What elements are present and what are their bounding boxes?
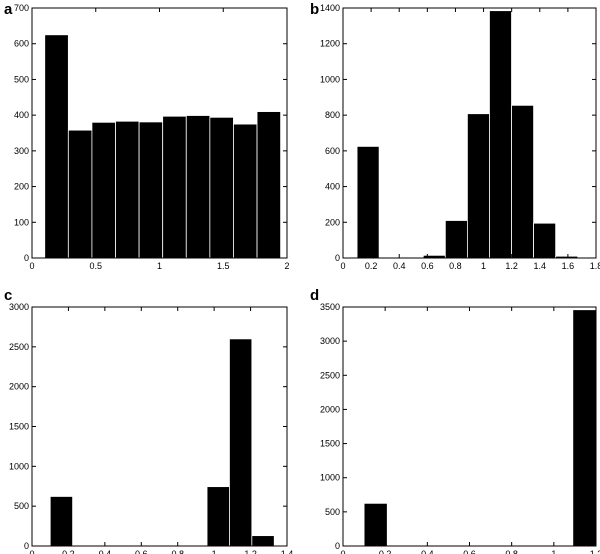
bar bbox=[444, 220, 468, 259]
bar bbox=[511, 104, 534, 259]
panel-label: b bbox=[310, 1, 319, 18]
y-tick-label: 2500 bbox=[9, 342, 29, 352]
y-tick-label: 3500 bbox=[320, 302, 340, 312]
x-tick-label: 0.6 bbox=[463, 549, 476, 554]
y-tick-label: 1500 bbox=[9, 422, 29, 432]
y-tick-label: 0 bbox=[24, 253, 29, 263]
x-tick-label: 0.8 bbox=[171, 549, 184, 554]
x-tick-label: 0.8 bbox=[449, 261, 462, 271]
y-tick-label: 300 bbox=[14, 146, 29, 156]
bar bbox=[466, 113, 490, 259]
x-tick-label: 1.4 bbox=[534, 261, 547, 271]
panel-label: d bbox=[310, 287, 319, 304]
y-tick-label: 800 bbox=[325, 110, 340, 120]
y-tick-label: 3000 bbox=[320, 336, 340, 346]
panel-b: 0 0.2 0.4 0.6 0.8 1 1.2 1.4 1.6 1.8 0 200 400 600 800 1… bbox=[310, 1, 600, 271]
y-tick-label: 500 bbox=[325, 507, 340, 517]
bar bbox=[233, 123, 258, 259]
x-tick-label: 0.8 bbox=[505, 549, 518, 554]
bar bbox=[363, 502, 388, 547]
bar bbox=[256, 111, 282, 259]
bar bbox=[91, 121, 116, 259]
bar bbox=[251, 535, 275, 547]
x-tick-label: 0.2 bbox=[379, 549, 392, 554]
y-tick-label: 100 bbox=[14, 217, 29, 227]
x-tick-label: 0.5 bbox=[89, 261, 102, 271]
x-tick-label: 0 bbox=[340, 549, 345, 554]
x-tick-label: 1.6 bbox=[562, 261, 575, 271]
x-tick-label: 1.2 bbox=[590, 549, 600, 554]
x-tick-label: 2 bbox=[284, 261, 289, 271]
x-tick-label: 0.4 bbox=[421, 549, 434, 554]
bar bbox=[209, 116, 234, 259]
bar bbox=[533, 222, 557, 259]
y-tick-label: 600 bbox=[14, 39, 29, 49]
x-tick-label: 0 bbox=[340, 261, 345, 271]
panel-c: 0 0.2 0.4 0.6 0.8 1 1.2 1.4 0 500 1000 1500 2000 2500… bbox=[4, 287, 293, 554]
y-tick-label: 1000 bbox=[9, 461, 29, 471]
x-tick-label: 0.4 bbox=[393, 261, 406, 271]
x-tick-label: 1 bbox=[481, 261, 486, 271]
x-tick-label: 1.2 bbox=[505, 261, 518, 271]
y-tick-label: 0 bbox=[335, 253, 340, 263]
x-tick-label: 1 bbox=[551, 549, 556, 554]
axes-frame bbox=[342, 7, 597, 259]
x-tick-label: 1.8 bbox=[590, 261, 600, 271]
y-tick-label: 600 bbox=[325, 146, 340, 156]
y-tick-label: 0 bbox=[335, 541, 340, 551]
bar bbox=[162, 115, 187, 259]
bar bbox=[49, 496, 74, 547]
bar bbox=[185, 115, 211, 259]
x-tick-label: 1 bbox=[212, 549, 217, 554]
y-tick-label: 200 bbox=[325, 217, 340, 227]
y-tick-label: 500 bbox=[14, 74, 29, 84]
x-tick-label: 0.2 bbox=[365, 261, 378, 271]
y-tick-label: 1000 bbox=[320, 74, 340, 84]
y-tick-label: 1400 bbox=[320, 3, 340, 13]
bar bbox=[229, 338, 253, 547]
y-tick-label: 2000 bbox=[9, 382, 29, 392]
bar bbox=[115, 120, 140, 259]
y-tick-label: 200 bbox=[14, 182, 29, 192]
x-tick-label: 1.5 bbox=[217, 261, 230, 271]
bar bbox=[67, 129, 93, 259]
y-tick-label: 0 bbox=[24, 541, 29, 551]
y-tick-label: 700 bbox=[14, 3, 29, 13]
x-tick-label: 0 bbox=[29, 261, 34, 271]
y-tick-label: 2000 bbox=[320, 404, 340, 414]
bar bbox=[489, 10, 512, 259]
y-tick-label: 3000 bbox=[9, 302, 29, 312]
y-tick-label: 400 bbox=[325, 182, 340, 192]
bar bbox=[356, 145, 380, 259]
panel-d: 0 0.2 0.4 0.6 0.8 1 1.2 0 500 1000 1500 2000 2500 300… bbox=[310, 287, 600, 554]
bar bbox=[138, 121, 164, 259]
x-tick-label: 0.6 bbox=[421, 261, 434, 271]
y-tick-label: 1500 bbox=[320, 439, 340, 449]
x-tick-label: 0.6 bbox=[135, 549, 148, 554]
y-tick-label: 1000 bbox=[320, 473, 340, 483]
x-tick-label: 1.2 bbox=[244, 549, 257, 554]
x-tick-label: 1 bbox=[157, 261, 162, 271]
y-tick-label: 500 bbox=[14, 501, 29, 511]
y-tick-label: 400 bbox=[14, 110, 29, 120]
bar bbox=[206, 486, 230, 547]
y-tick-label: 1200 bbox=[320, 39, 340, 49]
panel-label: c bbox=[4, 287, 12, 304]
panel-label: a bbox=[4, 1, 13, 18]
bar bbox=[44, 34, 69, 259]
x-tick-label: 0.4 bbox=[99, 549, 112, 554]
y-tick-label: 2500 bbox=[320, 370, 340, 380]
x-tick-label: 0.2 bbox=[62, 549, 75, 554]
x-tick-label: 0 bbox=[29, 549, 34, 554]
bar bbox=[572, 309, 597, 547]
x-tick-label: 1.4 bbox=[281, 549, 294, 554]
